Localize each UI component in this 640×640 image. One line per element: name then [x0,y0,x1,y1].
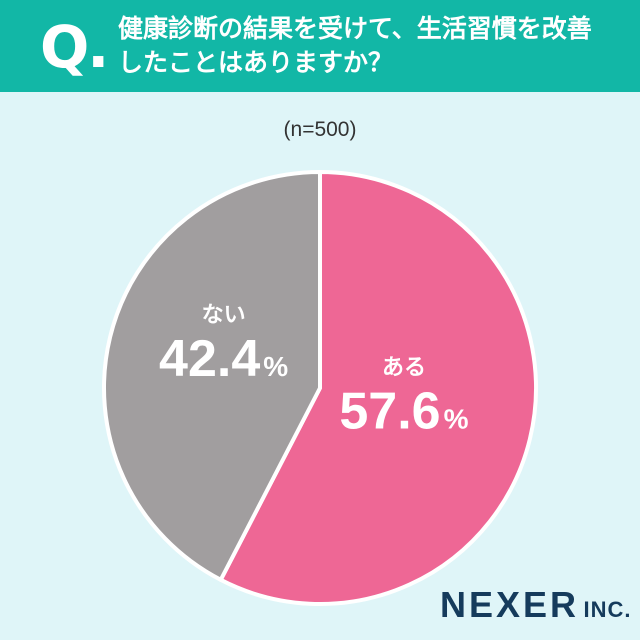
brand-logo: NEXER INC. [440,584,631,626]
slice-value-aru: 57.6% [339,382,468,440]
brand-name: NEXER [440,584,580,625]
brand-suffix: INC. [583,597,632,622]
question-banner: Q. 健康診断の結果を受けて、生活習慣を改善 したことはありますか？ [0,0,640,92]
slice-value-nai: 42.4% [159,330,288,388]
slice-label-aru: ある [382,355,426,380]
question-text: 健康診断の結果を受けて、生活習慣を改善 したことはありますか？ [118,14,592,77]
q-mark: Q. [40,13,109,81]
sample-size: (n=500) [283,118,357,141]
slice-label-nai: ない [202,303,246,328]
pie-slice-aru [218,170,538,606]
pie-slice-nai [102,170,322,582]
